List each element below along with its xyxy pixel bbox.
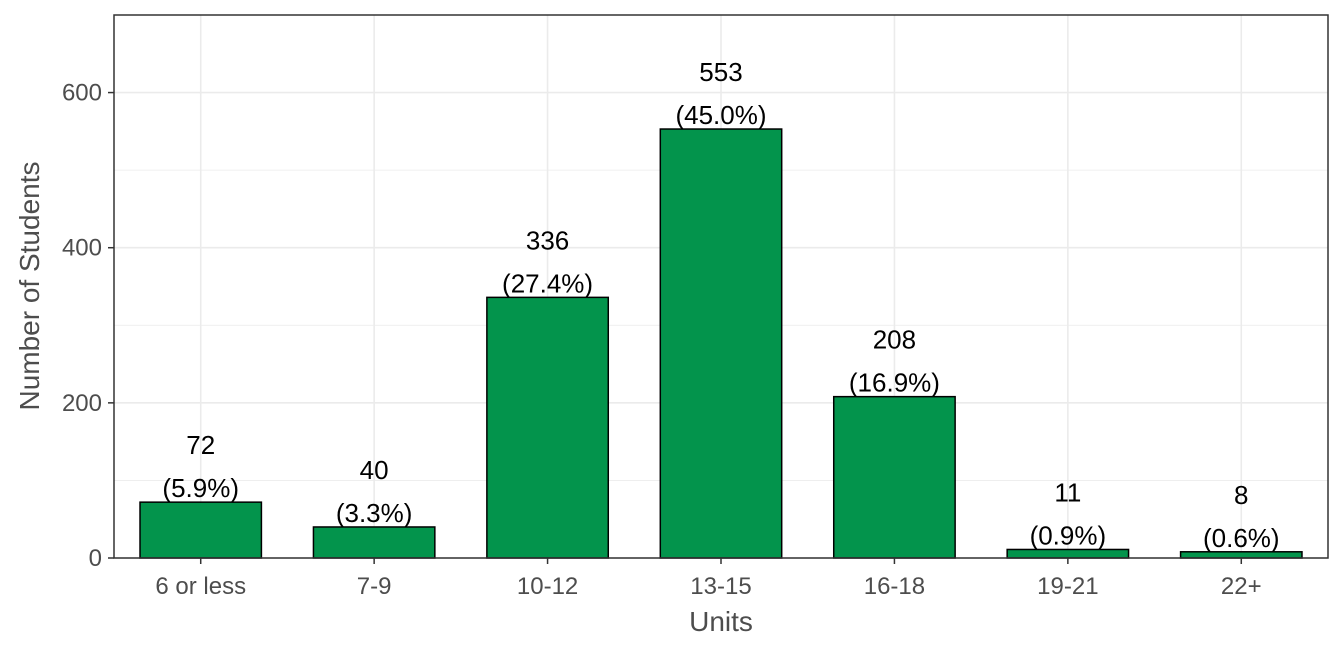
bar-7-9 [312,526,436,559]
bars-group [139,128,1303,559]
y-tick-label: 200 [62,390,102,417]
y-axis-title: Number of Students [14,161,45,410]
bar-13-15 [659,128,783,559]
data-label-count: 553 [699,57,742,87]
y-tick-label: 600 [62,80,102,107]
data-label-count: 40 [360,455,389,485]
data-label-count: 11 [1054,477,1081,507]
data-label-count: 336 [526,225,569,255]
data-label-percent: (0.6%) [1203,523,1280,553]
y-tick-label: 400 [62,235,102,262]
x-tick-label: 13-15 [690,573,751,600]
data-label-count: 8 [1234,480,1248,510]
data-label-count: 208 [873,325,916,355]
bar-19-21 [1006,548,1130,559]
x-tick-label: 22+ [1221,573,1262,600]
data-label-percent: (16.9%) [849,368,940,398]
y-tick-label: 0 [89,545,102,572]
x-axis: 6 or less 7-9 10-12 13-15 16-18 19-21 22+ [155,558,1262,600]
x-axis-title: Units [689,606,753,637]
data-label-count: 72 [186,430,215,460]
data-label-percent: (3.3%) [336,498,413,528]
data-label-percent: (5.9%) [162,473,239,503]
y-axis: 0 200 400 600 [62,80,114,572]
data-label-percent: (45.0%) [675,100,766,130]
x-tick-label: 7-9 [357,573,392,600]
data-label-percent: (27.4%) [502,268,593,298]
bar-16-18 [832,395,956,559]
bar-6-or-less [139,501,263,559]
data-label-percent: (0.9%) [1030,520,1107,550]
data-labels-group: 72 (5.9%) 40 (3.3%) 336 (27.4%) 553 (45.0%) 208 (… [162,57,1279,553]
x-tick-label: 19-21 [1037,573,1098,600]
x-tick-label: 10-12 [517,573,578,600]
x-tick-label: 16-18 [864,573,925,600]
x-tick-label: 6 or less [155,573,246,600]
bar-10-12 [486,296,610,559]
